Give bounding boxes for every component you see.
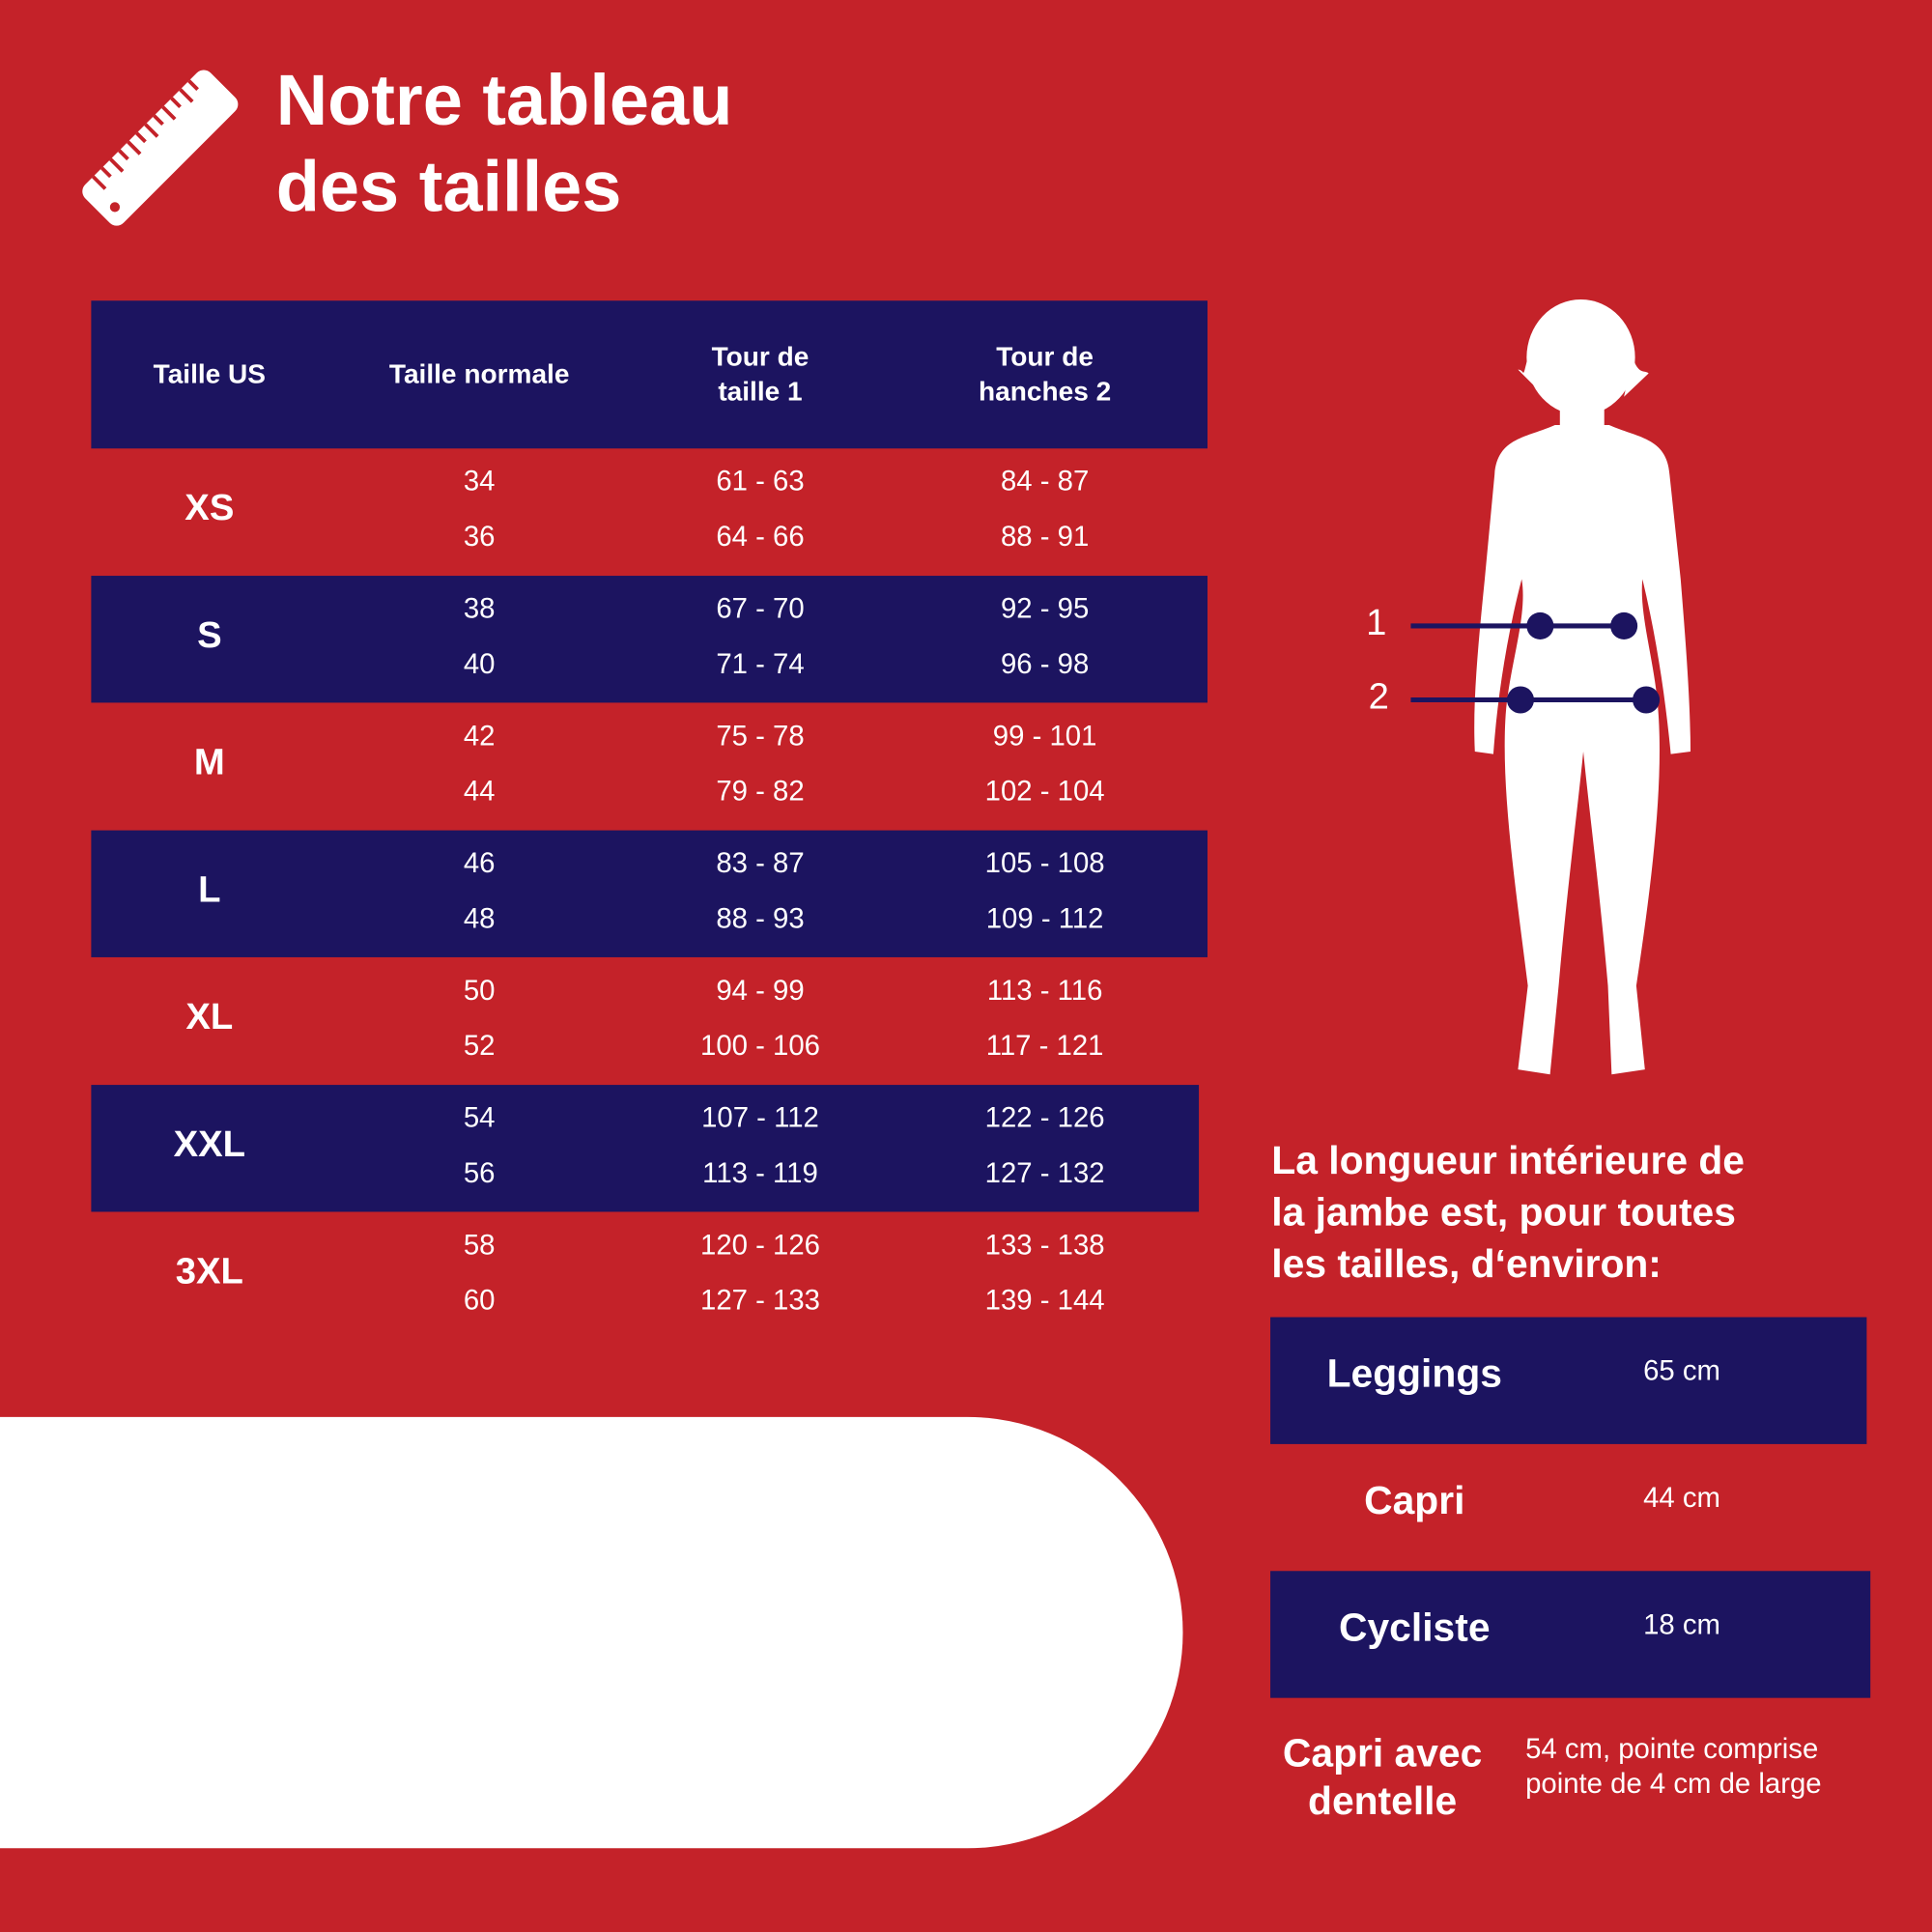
cell-value: 120 - 126 — [700, 1229, 820, 1261]
cell-value: 113 - 116 — [987, 975, 1103, 1007]
cell-value: 79 - 82 — [716, 776, 804, 808]
cell-value: 67 - 70 — [716, 593, 804, 625]
column-header: Tour de — [712, 342, 810, 372]
cell-value: 75 - 78 — [716, 720, 804, 752]
model-note-line: Notre modèle mesure — [209, 1499, 964, 1581]
leg-name: dentelle — [1308, 1778, 1457, 1823]
leg-note-line: la jambe est, pour toutes — [1271, 1189, 1736, 1234]
cell-value: 99 - 101 — [993, 720, 1097, 752]
cell-value: 113 - 119 — [702, 1157, 818, 1189]
leg-name: Cycliste — [1339, 1605, 1490, 1649]
cell-value: 88 - 93 — [716, 902, 804, 934]
leg-value: 44 cm — [1643, 1482, 1720, 1514]
cell-value: 117 - 121 — [986, 1030, 1104, 1062]
column-header: hanches 2 — [979, 376, 1111, 406]
leg-value: 18 cm — [1643, 1608, 1720, 1640]
size-label: XL — [185, 996, 233, 1037]
cell-value: 105 - 108 — [985, 847, 1105, 879]
cell-value: 127 - 133 — [700, 1285, 820, 1317]
cell-value: 50 — [464, 975, 496, 1007]
model-note-panel — [0, 1416, 1183, 1849]
cell-value: 109 - 112 — [986, 902, 1104, 934]
ruler-icon — [82, 70, 239, 226]
measure-label: 2 — [1369, 675, 1389, 717]
leg-row-band — [1270, 1571, 1871, 1698]
cell-value: 107 - 112 — [701, 1102, 819, 1134]
column-header: Tour de — [996, 342, 1094, 372]
size-label: M — [194, 742, 225, 783]
cell-value: 46 — [464, 847, 496, 879]
leg-note-line: La longueur intérieure de — [1271, 1138, 1745, 1182]
cell-value: 42 — [464, 720, 496, 752]
model-note-line: 1,69 m, pèse 60 kg et — [229, 1586, 964, 1668]
cell-value: 71 - 74 — [716, 648, 804, 680]
cell-value: 58 — [464, 1229, 496, 1261]
leg-name: Capri avec — [1283, 1730, 1482, 1775]
table-header-band — [91, 300, 1208, 449]
cell-value: 36 — [464, 521, 496, 553]
cell-value: 56 — [464, 1157, 496, 1189]
model-note-line: porte la taille 38/40. — [283, 1674, 965, 1756]
cell-value: 44 — [464, 776, 496, 808]
leg-name: Leggings — [1327, 1351, 1502, 1396]
cell-value: 88 - 91 — [1001, 521, 1089, 553]
leg-value: 65 cm — [1643, 1355, 1720, 1387]
measure-dots — [1506, 611, 1661, 714]
size-label: L — [198, 868, 220, 910]
column-header: Taille normale — [389, 358, 570, 388]
measure-label: 1 — [1366, 602, 1386, 643]
cell-value: 64 - 66 — [716, 521, 804, 553]
size-label: XXL — [174, 1123, 245, 1165]
column-header: Taille US — [154, 358, 266, 388]
title-line: des tailles — [276, 147, 622, 227]
cell-value: 34 — [464, 466, 496, 497]
cell-value: 54 — [464, 1102, 496, 1134]
cell-value: 38 — [464, 593, 496, 625]
cell-value: 94 - 99 — [716, 975, 804, 1007]
row-band — [91, 576, 1208, 703]
cell-value: 52 — [464, 1030, 496, 1062]
cell-value: 60 — [464, 1285, 496, 1317]
cell-value: 102 - 104 — [985, 776, 1105, 808]
leg-value: 54 cm, pointe comprise — [1525, 1733, 1818, 1765]
cell-value: 127 - 132 — [985, 1157, 1105, 1189]
cell-value: 122 - 126 — [985, 1102, 1105, 1134]
cell-value: 100 - 106 — [700, 1030, 820, 1062]
size-label: S — [197, 614, 222, 656]
leg-row-band — [1270, 1317, 1867, 1444]
cell-value: 92 - 95 — [1001, 593, 1089, 625]
cell-value: 83 - 87 — [716, 847, 804, 879]
column-header: taille 1 — [718, 376, 802, 406]
silhouette — [1474, 298, 1690, 1075]
size-label: 3XL — [176, 1251, 243, 1293]
cell-value: 61 - 63 — [716, 466, 804, 497]
cell-value: 48 — [464, 902, 496, 934]
row-band — [91, 830, 1208, 957]
cell-value: 139 - 144 — [985, 1285, 1105, 1317]
leg-name: Capri — [1364, 1478, 1464, 1522]
leg-value: pointe de 4 cm de large — [1525, 1768, 1822, 1800]
title-line: Notre tableau — [276, 60, 733, 140]
cell-value: 84 - 87 — [1001, 466, 1089, 497]
cell-value: 133 - 138 — [985, 1229, 1105, 1261]
leg-note-line: les tailles, d‘environ: — [1271, 1241, 1662, 1286]
cell-value: 40 — [464, 648, 496, 680]
row-band — [91, 1085, 1200, 1212]
size-label: XS — [185, 487, 234, 528]
cell-value: 96 - 98 — [1001, 648, 1089, 680]
